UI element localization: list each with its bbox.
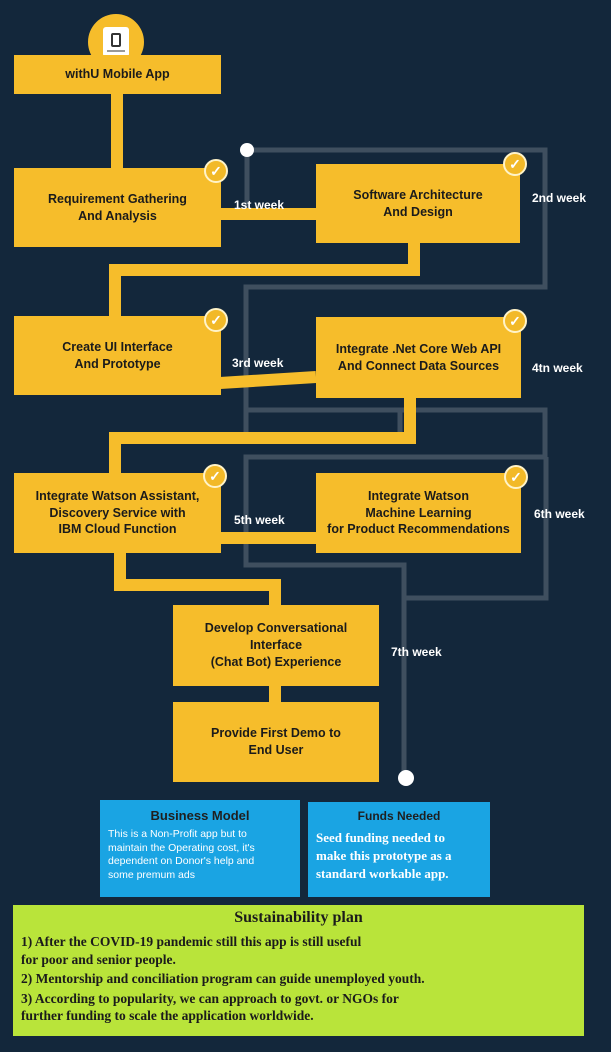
- step-chatbot: Develop Conversational Interface (Chat B…: [173, 605, 379, 686]
- step-label: Provide First Demo to End User: [211, 726, 341, 757]
- timeline-start-dot: [240, 143, 254, 157]
- step-label: Develop Conversational Interface (Chat B…: [204, 621, 348, 669]
- sustainability-item: 2) Mentorship and conciliation program c…: [21, 971, 425, 987]
- sustainability-title: Sustainability plan: [234, 909, 363, 926]
- business-model-panel: Business Model This is a Non-Profit app …: [100, 800, 300, 897]
- checkmark-icon: ✓: [503, 309, 527, 333]
- sustainability-item: 3) According to popularity, we can appro…: [21, 990, 399, 1024]
- week-label-2: 2nd week: [532, 191, 587, 205]
- step-label: Requirement Gathering And Analysis: [48, 191, 187, 223]
- week-label-4: 4tn week: [532, 361, 583, 375]
- week-label-5: 5th week: [234, 513, 285, 527]
- step-watson-assistant: Integrate Watson Assistant, Discovery Se…: [14, 473, 221, 553]
- step-architecture: Software Architecture And Design: [316, 164, 520, 243]
- week-label-1: 1st week: [234, 198, 285, 212]
- checkmark-icon: ✓: [504, 465, 528, 489]
- checkmark-icon: ✓: [503, 152, 527, 176]
- business-model-title: Business Model: [150, 808, 250, 823]
- step-label: Integrate Watson Assistant, Discovery Se…: [35, 488, 200, 537]
- funds-needed-panel: Funds Needed Seed funding needed to make…: [308, 802, 490, 897]
- step-label: Create UI Interface And Prototype: [62, 339, 173, 371]
- sustainability-plan-panel: Sustainability plan 1) After the COVID-1…: [13, 905, 584, 1036]
- funds-needed-title: Funds Needed: [357, 809, 441, 823]
- app-title-box: withU Mobile App: [14, 55, 221, 94]
- step-label: Integrate Watson Machine Learning for Pr…: [327, 488, 510, 537]
- sustainability-item: 1) After the COVID-19 pandemic still thi…: [21, 934, 362, 967]
- week-label-7: 7th week: [391, 645, 442, 659]
- app-title: withU Mobile App: [65, 67, 170, 82]
- timeline-end-dot: [398, 770, 414, 786]
- funds-needed-text: Seed funding needed to make this prototy…: [316, 830, 452, 882]
- step-label: Software Architecture And Design: [353, 187, 483, 219]
- step-watson-ml: Integrate Watson Machine Learning for Pr…: [316, 473, 521, 553]
- step-requirements: Requirement Gathering And Analysis: [14, 168, 221, 247]
- step-web-api: Integrate .Net Core Web API And Connect …: [316, 317, 521, 398]
- week-label-6: 6th week: [534, 507, 585, 521]
- smartphone-icon: [103, 27, 129, 57]
- step-label: Integrate .Net Core Web API And Connect …: [335, 341, 502, 373]
- week-label-3: 3rd week: [232, 356, 284, 370]
- checkmark-icon: ✓: [203, 464, 227, 488]
- checkmark-icon: ✓: [204, 159, 228, 183]
- step-ui-prototype: Create UI Interface And Prototype: [14, 316, 221, 395]
- step-demo: Provide First Demo to End User: [173, 702, 379, 782]
- business-model-text: This is a Non-Profit app but to maintain…: [108, 828, 255, 881]
- checkmark-icon: ✓: [204, 308, 228, 332]
